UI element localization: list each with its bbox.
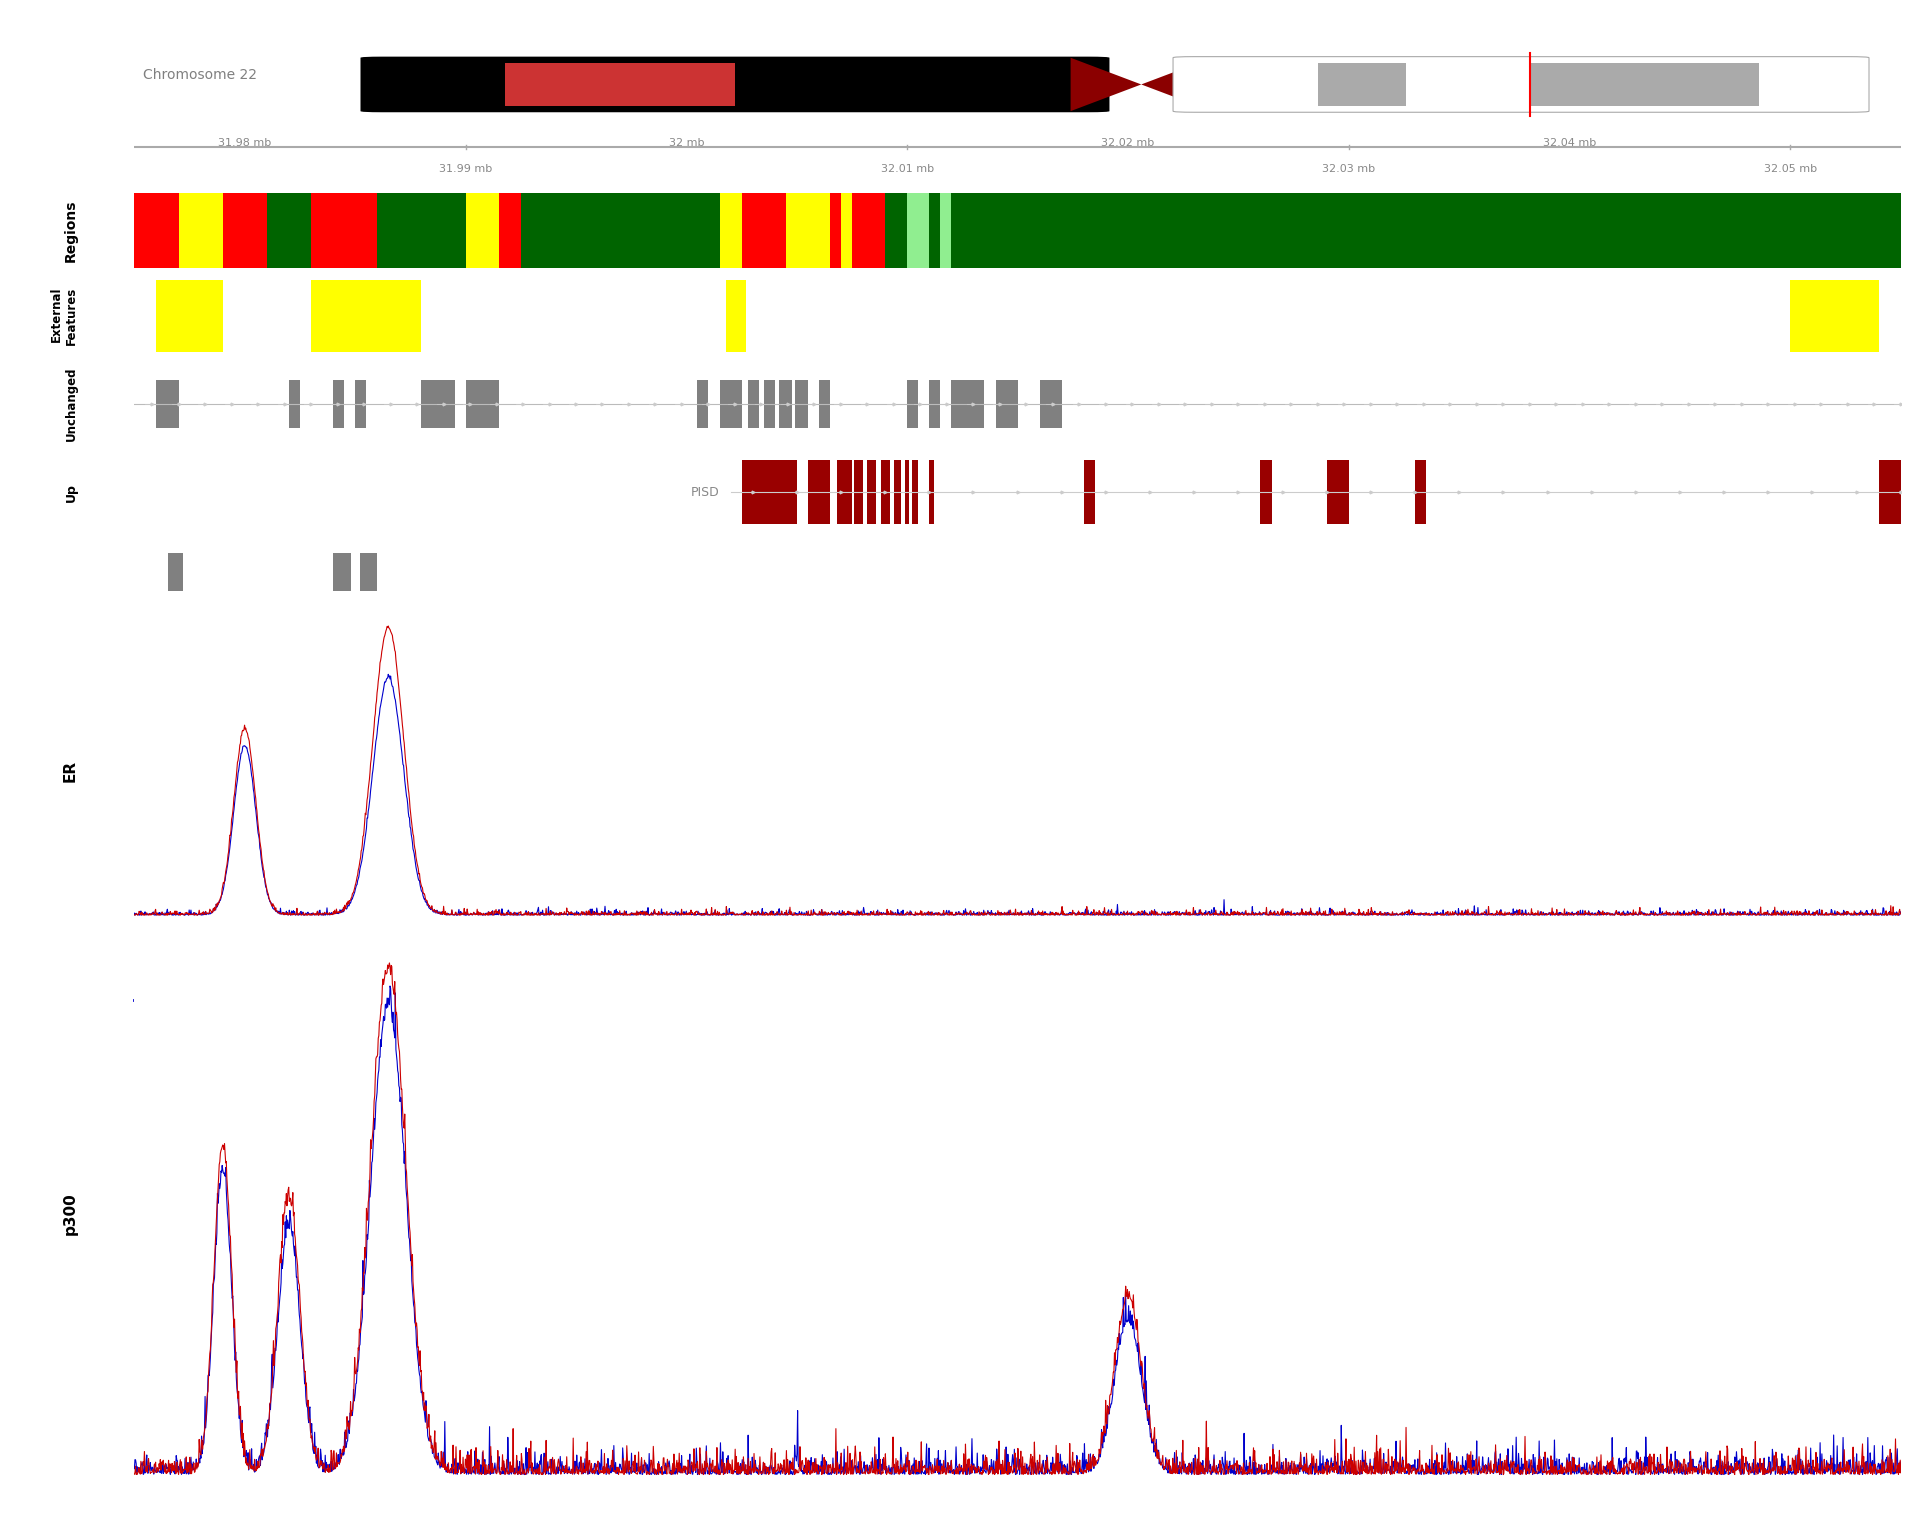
Bar bbox=[929, 379, 941, 429]
Bar bbox=[726, 280, 747, 352]
Bar bbox=[837, 461, 852, 524]
Bar bbox=[730, 379, 741, 429]
Bar bbox=[355, 379, 367, 429]
Bar bbox=[420, 379, 455, 429]
Bar bbox=[741, 194, 764, 269]
Text: 32.01 mb: 32.01 mb bbox=[881, 164, 933, 174]
Bar bbox=[912, 461, 918, 524]
Bar bbox=[156, 379, 179, 429]
Bar bbox=[332, 553, 351, 591]
Bar bbox=[697, 379, 708, 429]
Polygon shape bbox=[1071, 58, 1140, 111]
Bar bbox=[1415, 461, 1427, 524]
Text: ER: ER bbox=[63, 759, 79, 782]
Bar bbox=[874, 194, 885, 269]
Text: 32 mb: 32 mb bbox=[668, 138, 705, 147]
FancyBboxPatch shape bbox=[1173, 57, 1868, 112]
Bar bbox=[359, 553, 378, 591]
Bar bbox=[996, 379, 1018, 429]
Bar bbox=[288, 379, 300, 429]
Bar bbox=[841, 194, 852, 269]
Text: 32.05 mb: 32.05 mb bbox=[1764, 164, 1816, 174]
Bar bbox=[795, 379, 808, 429]
Bar bbox=[941, 194, 950, 269]
Bar bbox=[1791, 280, 1880, 352]
Bar bbox=[1083, 461, 1094, 524]
FancyBboxPatch shape bbox=[361, 57, 1110, 112]
Bar bbox=[854, 461, 862, 524]
Bar bbox=[687, 194, 720, 269]
Bar bbox=[906, 194, 929, 269]
Text: 32.03 mb: 32.03 mb bbox=[1323, 164, 1375, 174]
Text: E2: E2 bbox=[202, 994, 217, 1006]
Text: External
Features: External Features bbox=[50, 287, 79, 346]
Bar bbox=[555, 194, 599, 269]
Bar bbox=[267, 194, 311, 269]
Bar bbox=[167, 553, 182, 591]
Bar bbox=[1018, 194, 1127, 269]
Bar bbox=[764, 379, 774, 429]
Bar bbox=[311, 194, 378, 269]
Bar bbox=[332, 379, 344, 429]
Bar bbox=[785, 194, 808, 269]
Text: Up: Up bbox=[65, 482, 79, 502]
Bar bbox=[499, 194, 520, 269]
Bar bbox=[1317, 63, 1405, 106]
Bar bbox=[311, 280, 422, 352]
Bar bbox=[829, 194, 841, 269]
Bar bbox=[1350, 194, 1901, 269]
Bar bbox=[378, 194, 432, 269]
Bar bbox=[1327, 461, 1348, 524]
Text: 32.04 mb: 32.04 mb bbox=[1544, 138, 1596, 147]
Bar bbox=[780, 379, 793, 429]
Bar bbox=[820, 379, 829, 429]
Text: PISD: PISD bbox=[691, 485, 720, 499]
Text: 31.98 mb: 31.98 mb bbox=[219, 138, 271, 147]
Bar bbox=[808, 461, 829, 524]
Bar bbox=[904, 461, 910, 524]
Bar bbox=[1129, 194, 1348, 269]
Bar bbox=[223, 194, 267, 269]
Text: 32.02 mb: 32.02 mb bbox=[1102, 138, 1154, 147]
Text: E2DHT: E2DHT bbox=[511, 994, 553, 1006]
Bar bbox=[764, 194, 785, 269]
Polygon shape bbox=[1140, 58, 1212, 111]
Text: 31.99 mb: 31.99 mb bbox=[440, 164, 492, 174]
Bar bbox=[929, 461, 933, 524]
Bar bbox=[520, 194, 555, 269]
Bar bbox=[950, 194, 1018, 269]
Bar bbox=[432, 194, 465, 269]
Bar bbox=[906, 379, 918, 429]
Text: Regions: Regions bbox=[63, 200, 79, 261]
Text: Chromosome 22: Chromosome 22 bbox=[144, 68, 257, 83]
Text: p300: p300 bbox=[63, 1192, 79, 1235]
Bar bbox=[885, 194, 906, 269]
Bar bbox=[852, 194, 874, 269]
Bar bbox=[156, 280, 223, 352]
Bar bbox=[1039, 379, 1062, 429]
Bar bbox=[881, 461, 889, 524]
Bar bbox=[720, 379, 732, 429]
Bar bbox=[720, 194, 741, 269]
Bar bbox=[465, 194, 499, 269]
Bar bbox=[1530, 63, 1759, 106]
Bar bbox=[465, 379, 499, 429]
Bar bbox=[749, 379, 758, 429]
Bar bbox=[868, 461, 876, 524]
Text: Unchanged: Unchanged bbox=[65, 367, 79, 441]
Bar bbox=[741, 461, 797, 524]
Bar bbox=[505, 63, 735, 106]
Bar bbox=[179, 194, 223, 269]
Bar bbox=[895, 461, 900, 524]
Bar bbox=[1878, 461, 1901, 524]
Bar bbox=[929, 194, 941, 269]
Bar bbox=[950, 379, 985, 429]
Bar bbox=[134, 194, 179, 269]
Bar bbox=[1260, 461, 1271, 524]
Bar bbox=[597, 194, 685, 269]
Bar bbox=[808, 194, 829, 269]
